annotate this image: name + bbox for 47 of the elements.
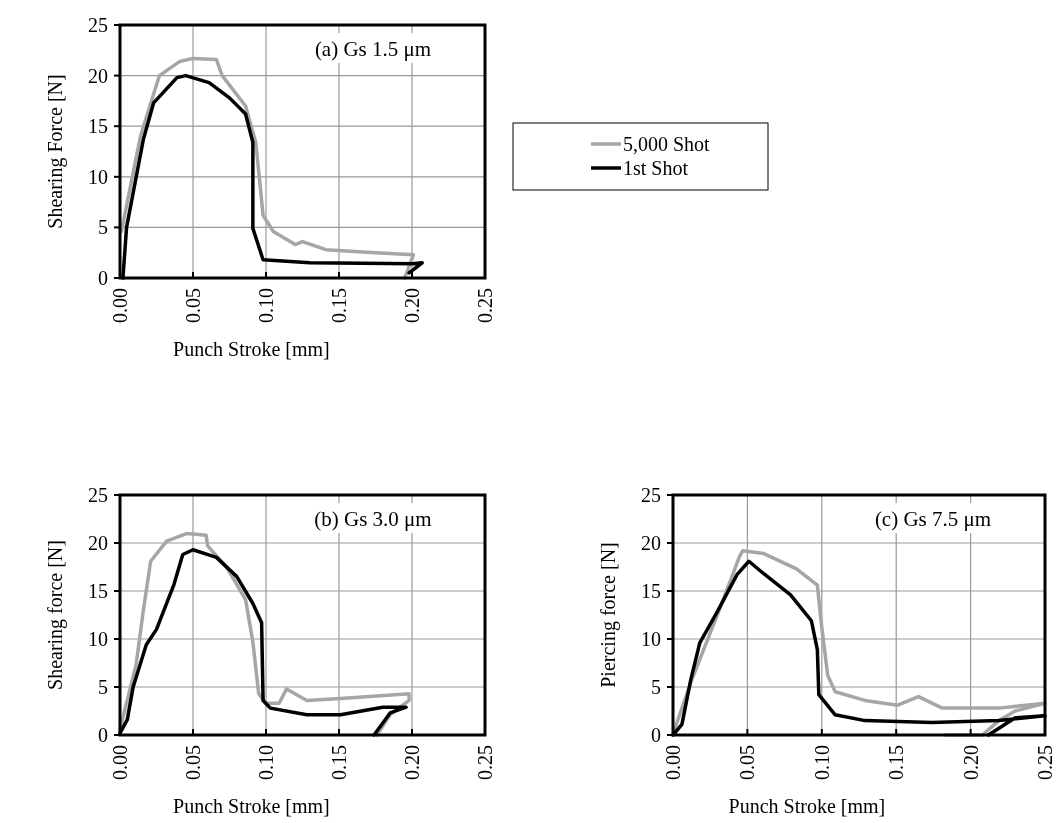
y-tick-label: 10 xyxy=(88,628,108,650)
legend-label: 1st Shot xyxy=(623,157,689,179)
x-tick-label: 0.20 xyxy=(401,745,423,780)
x-tick-label: 0.25 xyxy=(1034,745,1056,780)
annotation: (c) Gs 7.5 μm xyxy=(874,507,992,531)
y-tick-label: 25 xyxy=(641,484,661,506)
x-tick-label: 0.15 xyxy=(328,745,350,780)
y-tick-label: 25 xyxy=(88,484,108,506)
y-axis-title: Shearing Force [N] xyxy=(44,74,67,229)
legend-label: 5,000 Shot xyxy=(623,133,711,155)
x-tick-label: 0.00 xyxy=(109,288,131,323)
x-tick-label: 0.15 xyxy=(328,288,350,323)
x-tick-label: 0.20 xyxy=(401,288,423,323)
y-tick-label: 20 xyxy=(88,64,108,87)
x-tick-label: 0.25 xyxy=(474,288,496,323)
y-tick-label: 10 xyxy=(641,628,661,650)
x-tick-label: 0.05 xyxy=(182,288,204,323)
y-tick-label: 5 xyxy=(98,676,108,698)
annotation: (b) Gs 3.0 μm xyxy=(314,507,432,531)
y-tick-label: 5 xyxy=(651,676,661,698)
y-tick-label: 15 xyxy=(88,115,108,138)
y-tick-label: 0 xyxy=(98,724,108,746)
x-tick-label: 0.15 xyxy=(885,745,908,780)
y-tick-label: 10 xyxy=(88,165,108,188)
x-tick-label: 0.10 xyxy=(255,288,277,323)
x-tick-label: 0.00 xyxy=(109,745,131,780)
y-tick-label: 15 xyxy=(641,580,661,602)
y-tick-label: 0 xyxy=(651,724,661,746)
y-tick-label: 0 xyxy=(98,267,108,289)
x-axis-title: Punch Stroke [mm] xyxy=(173,338,330,360)
y-axis-title: Piercing force [N] xyxy=(597,542,620,688)
x-tick-label: 0.25 xyxy=(474,745,496,780)
x-tick-label: 0.10 xyxy=(810,745,833,780)
annotation: (a) Gs 1.5 μm xyxy=(314,37,432,61)
x-tick-label: 0.05 xyxy=(736,745,759,780)
x-axis-title: Punch Stroke [mm] xyxy=(728,795,886,817)
y-tick-label: 20 xyxy=(88,532,108,554)
y-tick-label: 20 xyxy=(641,532,661,554)
x-tick-label: 0.05 xyxy=(182,745,204,780)
y-tick-label: 5 xyxy=(98,216,108,239)
y-axis-title: Shearing force [N] xyxy=(44,540,67,690)
x-tick-label: 0.00 xyxy=(662,745,684,780)
y-tick-label: 25 xyxy=(88,14,108,36)
y-tick-label: 15 xyxy=(88,580,108,602)
x-tick-label: 0.10 xyxy=(255,745,277,780)
x-axis-title: Punch Stroke [mm] xyxy=(173,795,330,817)
x-tick-label: 0.20 xyxy=(959,745,982,780)
